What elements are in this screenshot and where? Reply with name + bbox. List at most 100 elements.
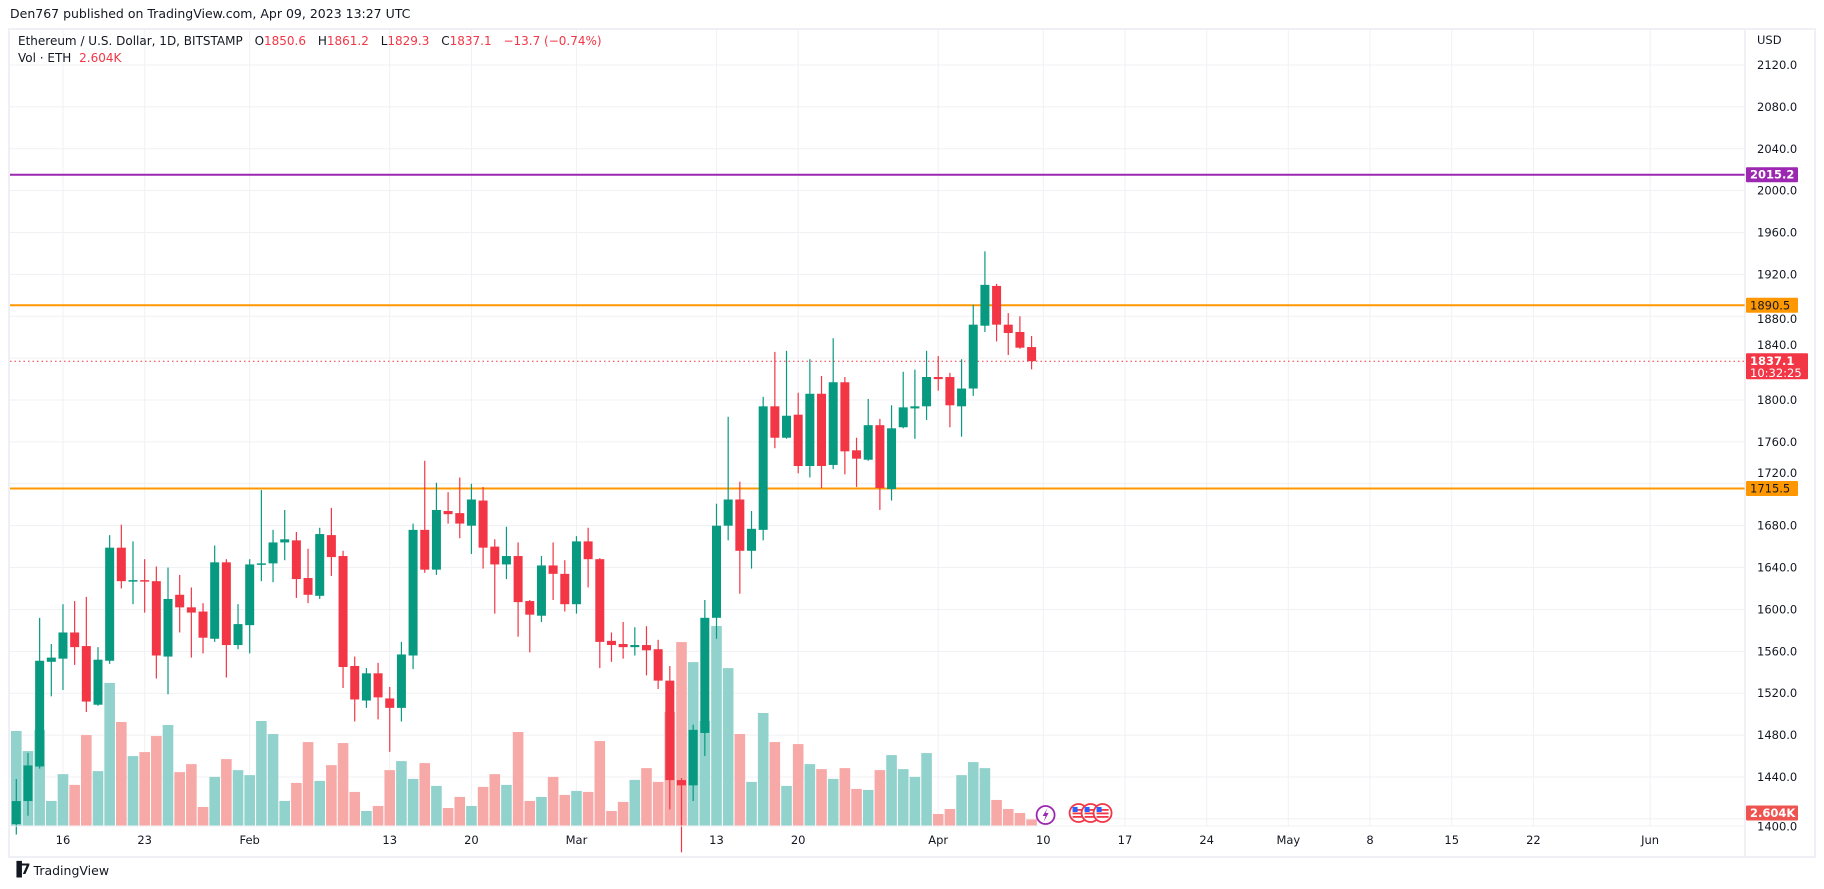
price-tick-label: 1680.0 bbox=[1757, 519, 1797, 533]
candle[interactable] bbox=[280, 509, 290, 561]
candle[interactable] bbox=[175, 574, 185, 633]
candle[interactable] bbox=[735, 481, 745, 594]
candle[interactable] bbox=[23, 752, 33, 816]
candle[interactable] bbox=[478, 486, 488, 569]
candle[interactable] bbox=[723, 416, 733, 541]
candle[interactable] bbox=[455, 477, 465, 539]
price-axis[interactable]: USD 2120.0 2080.0 2040.0 2000.0 1960.0 1920.0 1… bbox=[1757, 33, 1797, 834]
candle[interactable] bbox=[630, 627, 640, 656]
candle[interactable] bbox=[431, 482, 441, 575]
candle[interactable] bbox=[338, 550, 348, 688]
candle[interactable] bbox=[852, 437, 862, 487]
candle[interactable] bbox=[968, 304, 978, 396]
candle[interactable] bbox=[595, 558, 605, 669]
candle[interactable] bbox=[291, 531, 301, 598]
candle[interactable] bbox=[186, 587, 196, 658]
candle[interactable] bbox=[151, 566, 161, 679]
candle[interactable] bbox=[782, 350, 792, 439]
candle[interactable] bbox=[443, 492, 453, 524]
candle[interactable] bbox=[350, 656, 360, 722]
candle[interactable] bbox=[571, 536, 581, 614]
tradingview-logo[interactable]: ▐7 TradingView bbox=[11, 862, 109, 878]
lightning-event-icon[interactable] bbox=[1035, 805, 1056, 825]
candle[interactable] bbox=[700, 600, 710, 757]
candle[interactable] bbox=[922, 350, 932, 420]
candle[interactable] bbox=[128, 541, 138, 605]
candle[interactable] bbox=[105, 535, 115, 664]
candle[interactable] bbox=[548, 542, 558, 601]
candle[interactable] bbox=[116, 524, 126, 589]
candle[interactable] bbox=[81, 596, 91, 713]
candle[interactable] bbox=[536, 556, 546, 623]
candle[interactable] bbox=[840, 377, 850, 475]
candle[interactable] bbox=[1003, 313, 1013, 356]
candle[interactable] bbox=[198, 603, 208, 654]
candle[interactable] bbox=[863, 398, 873, 461]
candle[interactable] bbox=[770, 351, 780, 449]
candle[interactable] bbox=[163, 567, 173, 695]
price-tick-label: 2120.0 bbox=[1757, 58, 1797, 72]
candle[interactable] bbox=[980, 251, 990, 332]
candle[interactable] bbox=[653, 639, 663, 690]
candle[interactable] bbox=[93, 647, 103, 706]
candle[interactable] bbox=[898, 371, 908, 429]
candle[interactable] bbox=[992, 283, 1002, 342]
candle[interactable] bbox=[747, 511, 757, 569]
candle[interactable] bbox=[665, 665, 675, 810]
candle[interactable] bbox=[606, 632, 616, 662]
candle[interactable] bbox=[618, 622, 628, 659]
candle[interactable] bbox=[945, 372, 955, 428]
candle[interactable] bbox=[525, 600, 535, 653]
candle[interactable] bbox=[385, 686, 395, 752]
candle[interactable] bbox=[268, 529, 278, 583]
candle[interactable] bbox=[957, 359, 967, 437]
candle[interactable] bbox=[560, 560, 570, 612]
events[interactable] bbox=[1035, 803, 1113, 825]
candle[interactable] bbox=[910, 369, 920, 439]
candle[interactable] bbox=[315, 527, 325, 599]
legend-volume-label[interactable]: Vol · ETH bbox=[18, 51, 72, 65]
candle[interactable] bbox=[875, 418, 885, 510]
candle[interactable] bbox=[933, 356, 943, 391]
candle[interactable] bbox=[361, 668, 371, 708]
candle[interactable] bbox=[712, 503, 721, 639]
horizontal-lines[interactable] bbox=[10, 173, 1745, 490]
candle[interactable] bbox=[58, 604, 68, 691]
candle[interactable] bbox=[396, 641, 406, 722]
candle[interactable] bbox=[583, 527, 593, 588]
candle[interactable] bbox=[1015, 316, 1025, 349]
candle[interactable] bbox=[887, 405, 897, 501]
candle[interactable] bbox=[805, 359, 815, 478]
legend-symbol[interactable]: Ethereum / U.S. Dollar, 1D, BITSTAMP bbox=[18, 34, 243, 48]
candle[interactable] bbox=[245, 559, 255, 654]
us-flag-economic-event-icon[interactable] bbox=[1092, 803, 1113, 823]
candle[interactable] bbox=[256, 490, 266, 582]
candle[interactable] bbox=[303, 548, 313, 604]
candle[interactable] bbox=[210, 545, 220, 642]
candle[interactable] bbox=[1027, 335, 1037, 370]
candle[interactable] bbox=[233, 604, 243, 650]
candle[interactable] bbox=[373, 662, 383, 720]
candle[interactable] bbox=[35, 617, 45, 769]
candle[interactable] bbox=[688, 724, 698, 802]
candle[interactable] bbox=[758, 396, 768, 541]
candle[interactable] bbox=[420, 460, 430, 573]
candle[interactable] bbox=[221, 559, 231, 678]
candle[interactable] bbox=[641, 626, 651, 676]
candle[interactable] bbox=[513, 542, 523, 637]
candle[interactable] bbox=[326, 507, 336, 576]
candle[interactable] bbox=[490, 539, 500, 614]
time-axis[interactable]: 16 23 Feb 13 20 Mar 13 20 Apr 10 17 24 May 8 15 22 Jun bbox=[56, 833, 1659, 847]
candle[interactable] bbox=[466, 483, 476, 554]
candle[interactable] bbox=[11, 779, 21, 835]
candle[interactable] bbox=[46, 643, 56, 697]
candle[interactable] bbox=[793, 392, 803, 474]
candle[interactable] bbox=[408, 523, 418, 670]
candle[interactable] bbox=[817, 375, 827, 488]
candle[interactable] bbox=[140, 559, 150, 613]
candle[interactable] bbox=[828, 338, 838, 470]
candle[interactable] bbox=[676, 778, 686, 853]
candle[interactable] bbox=[70, 601, 80, 665]
candle[interactable] bbox=[501, 526, 511, 580]
